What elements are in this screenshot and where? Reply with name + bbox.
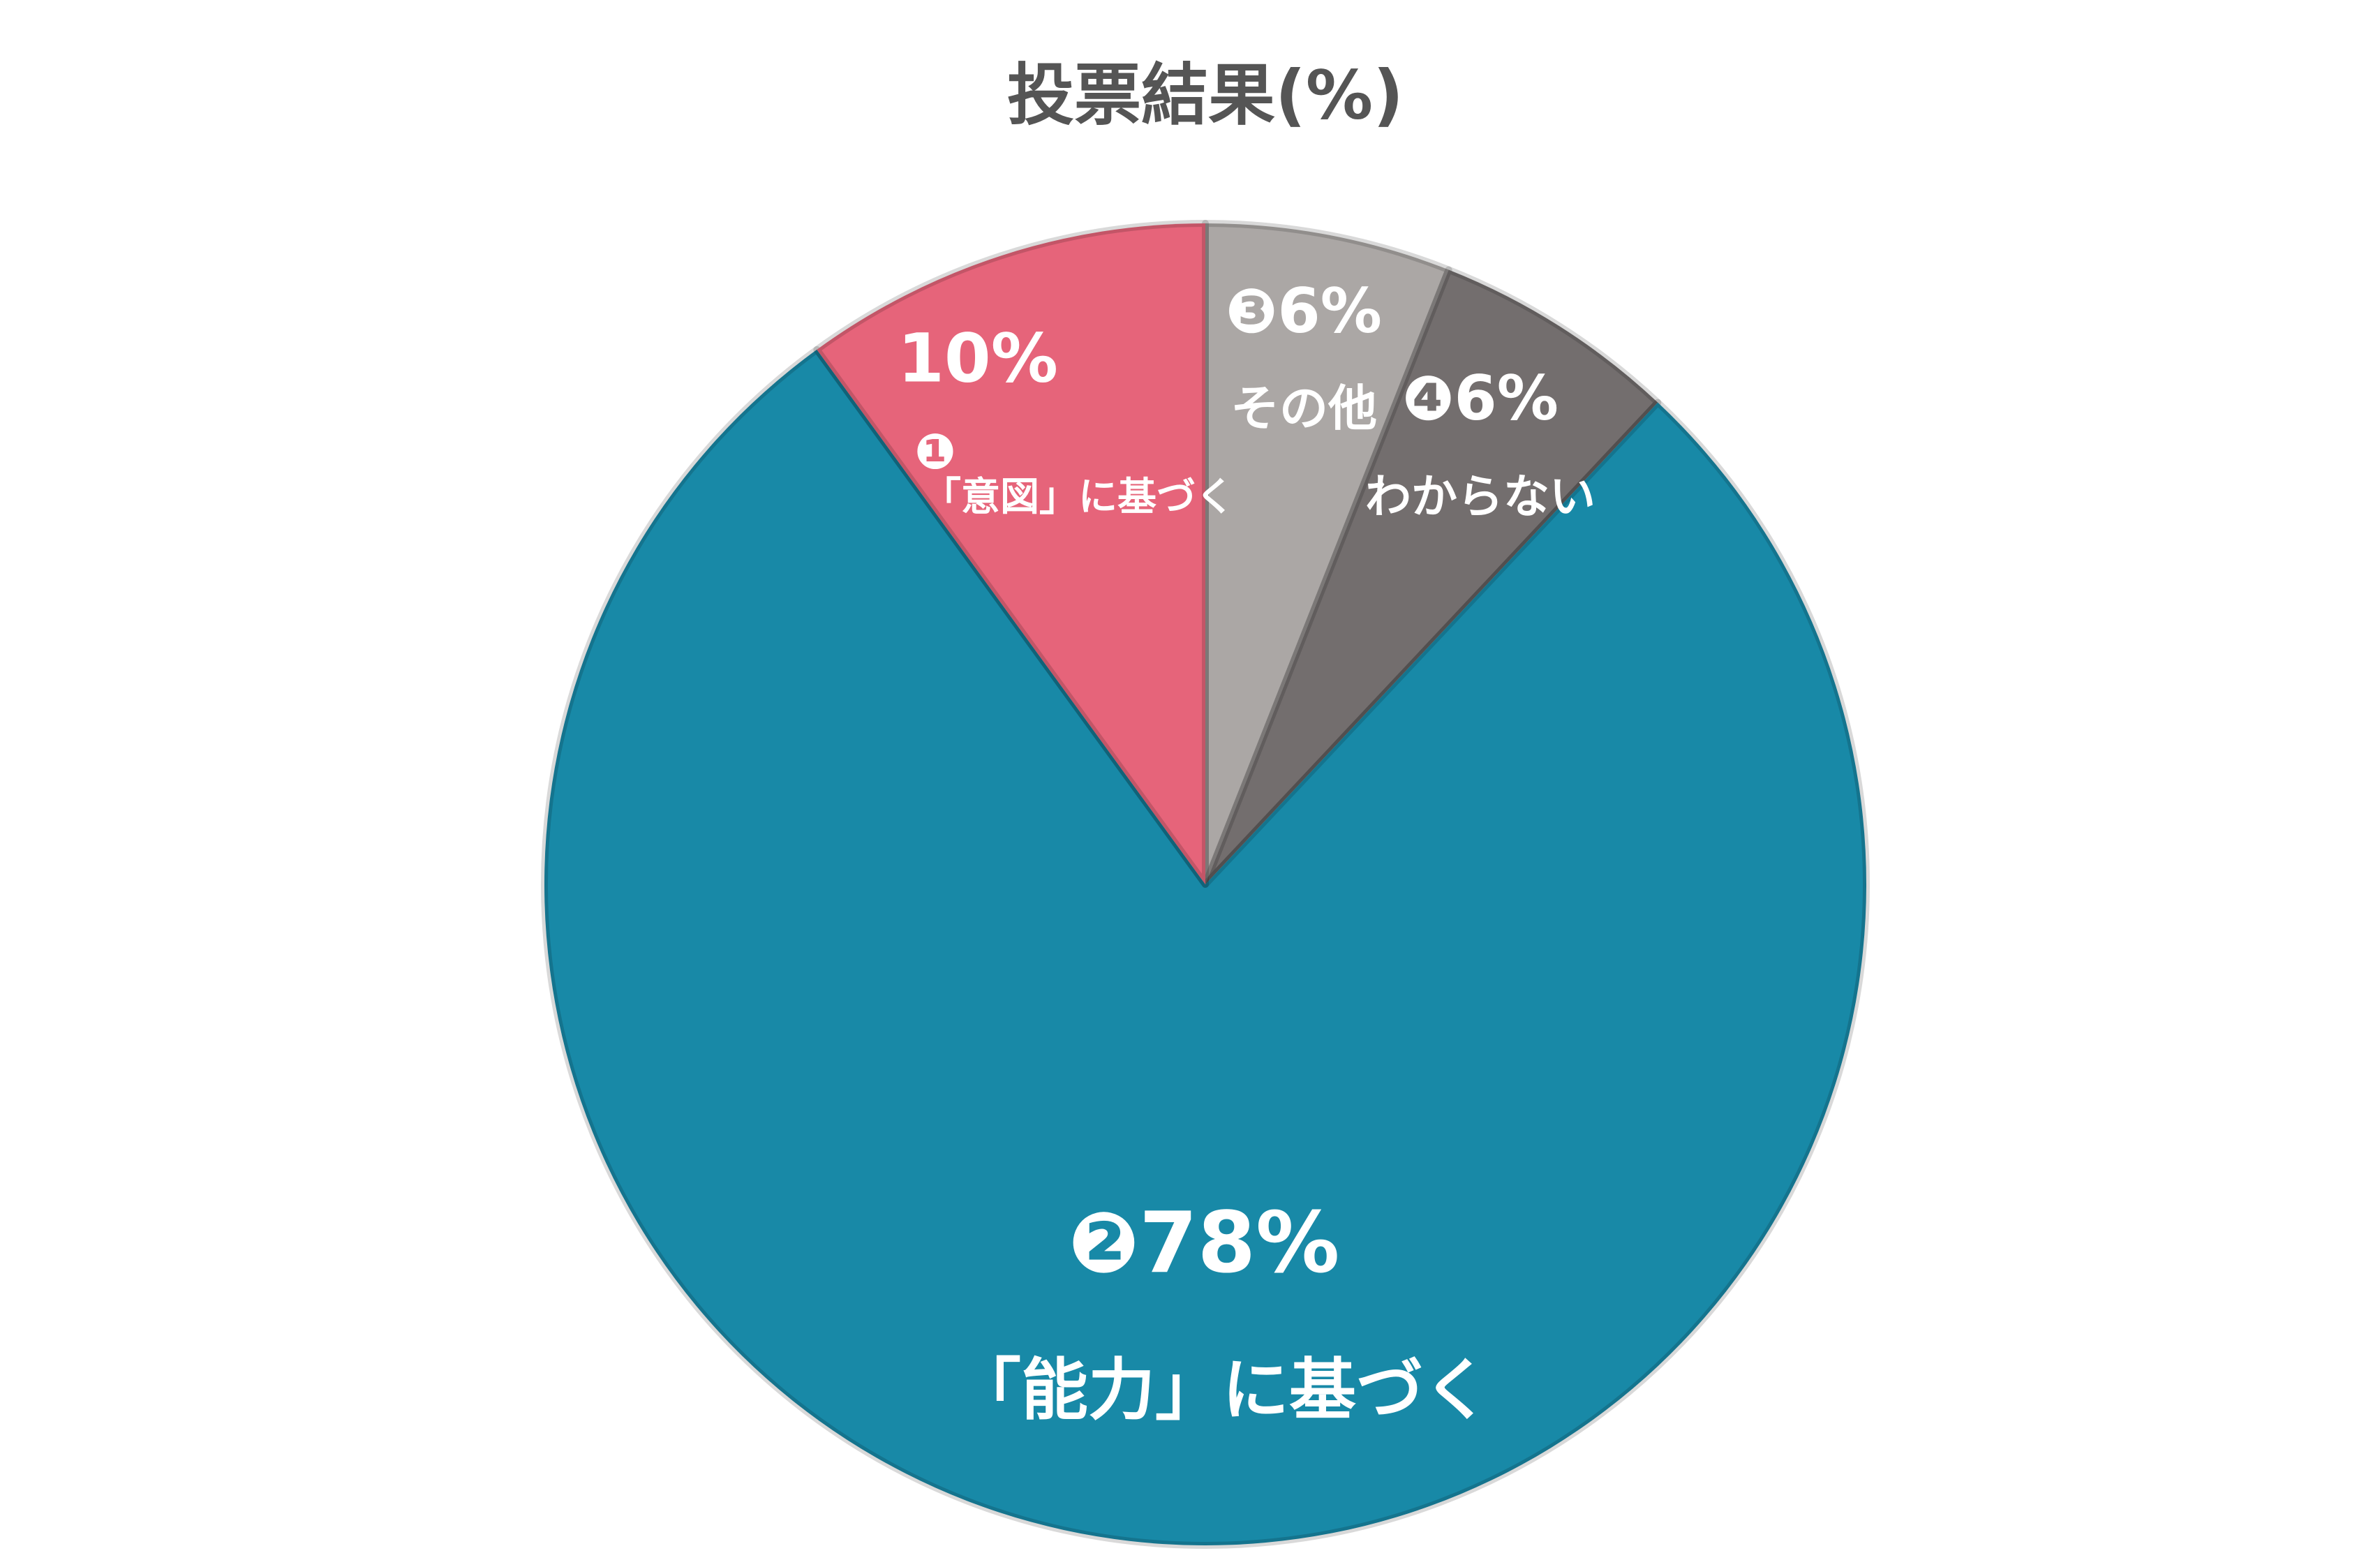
value-label: 78% xyxy=(1139,1195,1339,1292)
category-label: わからない xyxy=(1365,470,1596,523)
value-label: 6% xyxy=(1455,362,1559,434)
pie-slice xyxy=(813,220,1209,888)
pie-slice xyxy=(541,346,1870,1549)
value-label: 10% xyxy=(898,319,1058,397)
value-label: 6% xyxy=(1278,275,1382,347)
category-label: その他 xyxy=(1230,380,1377,437)
chart-title: 投票結果(%) xyxy=(1007,56,1404,134)
slice-marker: ❷ xyxy=(1069,1195,1140,1292)
value-label-group: ❹6% xyxy=(1402,362,1559,434)
slice-marker: ❶ xyxy=(914,423,955,480)
value-label-group: ❷78% xyxy=(1069,1195,1340,1292)
category-label: 「意図」に基づく xyxy=(922,475,1235,520)
value-label-group: ❸6% xyxy=(1226,275,1382,347)
pie-slice xyxy=(1202,266,1662,888)
slice-marker: ❸ xyxy=(1226,275,1278,347)
category-label: 「能力」に基づく xyxy=(954,1351,1490,1429)
pie-slice xyxy=(1202,220,1452,888)
slice-marker: ❹ xyxy=(1402,362,1455,434)
